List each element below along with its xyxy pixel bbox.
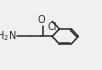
- Text: Cl: Cl: [48, 22, 57, 32]
- Text: O: O: [37, 15, 45, 25]
- Text: H$_2$N: H$_2$N: [0, 30, 17, 43]
